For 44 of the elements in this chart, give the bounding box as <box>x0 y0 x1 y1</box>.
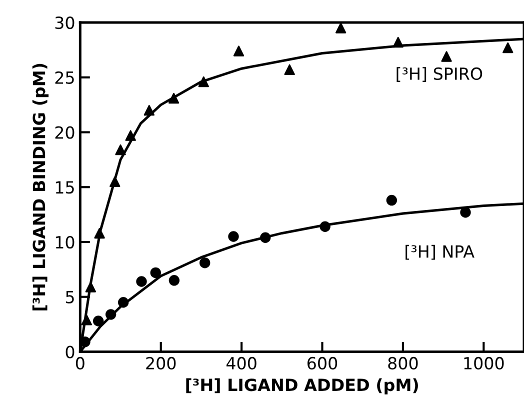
x-tick-label: 1000 <box>464 356 504 370</box>
point <box>441 51 452 62</box>
y-tick-label: 30 <box>55 16 74 30</box>
point <box>94 228 105 239</box>
x-tick-label: 200 <box>146 356 176 370</box>
point <box>110 176 120 187</box>
point <box>320 221 330 232</box>
point <box>228 231 239 242</box>
series-label: [³H] NPA <box>406 244 474 260</box>
x-tick-label: 400 <box>226 356 256 370</box>
point <box>460 207 471 218</box>
point <box>118 297 129 308</box>
point <box>260 232 271 243</box>
point <box>105 309 116 320</box>
point <box>92 316 104 326</box>
point <box>168 92 180 104</box>
point <box>81 314 92 326</box>
point <box>85 282 96 292</box>
point <box>144 104 155 116</box>
point <box>335 22 346 34</box>
x-axis-title: [³H] LIGAND ADDED (pM) <box>186 378 418 394</box>
point <box>284 64 295 76</box>
series-label: [³H] SPIRO <box>396 67 482 82</box>
y-tick-label: 5 <box>66 291 74 304</box>
point <box>233 46 244 56</box>
x-tick-label: 0 <box>76 356 84 370</box>
point <box>386 194 398 206</box>
y-tick-label: 10 <box>56 236 74 249</box>
y-tick-label: 20 <box>55 126 74 139</box>
y-tick-label: 15 <box>56 181 74 194</box>
point <box>115 144 126 156</box>
y-tick-label: 25 <box>55 71 74 84</box>
x-tick-label: 600 <box>308 356 338 370</box>
y-axis-title: [³H] LIGAND BINDING (pM) <box>32 64 49 310</box>
point <box>168 275 180 286</box>
point <box>199 257 210 268</box>
y-tick-label: 0 <box>66 346 74 358</box>
point <box>150 267 161 278</box>
point <box>392 36 404 48</box>
x-tick-label: 800 <box>388 356 418 370</box>
point <box>136 276 147 287</box>
point <box>198 76 209 88</box>
point <box>125 130 136 141</box>
point <box>502 42 514 54</box>
